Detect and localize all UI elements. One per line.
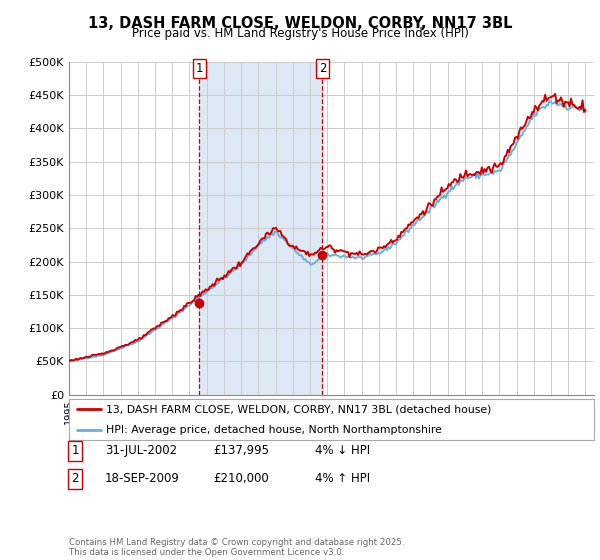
Text: 4% ↑ HPI: 4% ↑ HPI [315,472,370,486]
Text: £137,995: £137,995 [213,444,269,458]
Text: 1: 1 [71,444,79,458]
Text: HPI: Average price, detached house, North Northamptonshire: HPI: Average price, detached house, Nort… [106,424,442,435]
Text: 13, DASH FARM CLOSE, WELDON, CORBY, NN17 3BL (detached house): 13, DASH FARM CLOSE, WELDON, CORBY, NN17… [106,404,491,414]
Text: 31-JUL-2002: 31-JUL-2002 [105,444,177,458]
Text: 2: 2 [319,62,326,74]
Bar [199,62,322,395]
Text: £210,000: £210,000 [213,472,269,486]
Text: 2: 2 [71,472,79,486]
Text: 1: 1 [196,62,203,74]
Text: 18-SEP-2009: 18-SEP-2009 [105,472,180,486]
Text: 4% ↓ HPI: 4% ↓ HPI [315,444,370,458]
Text: 13, DASH FARM CLOSE, WELDON, CORBY, NN17 3BL: 13, DASH FARM CLOSE, WELDON, CORBY, NN17… [88,16,512,31]
Text: Price paid vs. HM Land Registry's House Price Index (HPI): Price paid vs. HM Land Registry's House … [131,27,469,40]
Text: Contains HM Land Registry data © Crown copyright and database right 2025.
This d: Contains HM Land Registry data © Crown c… [69,538,404,557]
